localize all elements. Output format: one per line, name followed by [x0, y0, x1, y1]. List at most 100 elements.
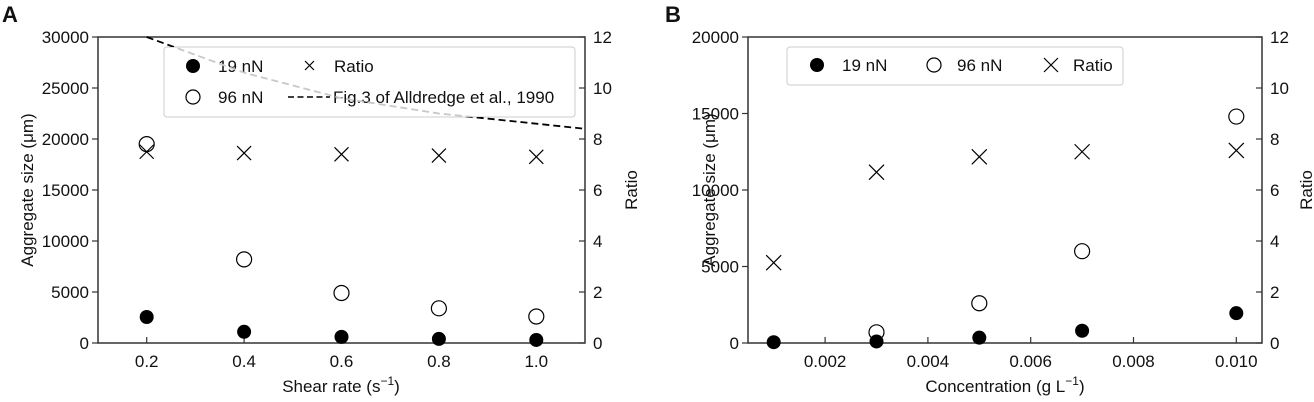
data-point-ratio	[765, 254, 782, 271]
x-tick-label: 0.8	[427, 352, 451, 371]
y-axis-right-b: 0 2 4 6 8 10 12	[1256, 28, 1289, 353]
data-point-19nn	[972, 330, 987, 345]
legend-a: 19 nN Ratio 96 nN Fig.3 of Alldredge et …	[163, 46, 576, 118]
x-axis-label-b: Concentration (g L−1)	[925, 374, 1084, 396]
y2-axis-label-a: Ratio	[622, 170, 641, 210]
data-point-96nn	[868, 324, 885, 341]
data-point-19nn	[766, 335, 781, 350]
data-point-19nn	[431, 331, 446, 346]
y-tick-label: 10000	[42, 232, 89, 251]
data-point-96nn	[1228, 108, 1245, 125]
x-tick-label: 0.6	[330, 352, 354, 371]
x-tick-label: 1.0	[524, 352, 548, 371]
y2-tick-label: 12	[593, 28, 612, 47]
y-axis-left-b: 0 5000 10000 15000 20000	[692, 28, 748, 353]
data-point-ratio	[431, 148, 447, 163]
data-point-96nn	[430, 300, 447, 317]
y2-tick-label: 6	[593, 181, 602, 200]
x-tick-label: 0.010	[1215, 352, 1258, 371]
x-tick-label: 0.004	[907, 352, 950, 371]
y-axis-label-b: Aggregate size (μm)	[700, 113, 719, 266]
data-point-19nn	[529, 332, 544, 347]
y2-tick-label: 0	[1270, 334, 1279, 353]
data-point-19nn	[1229, 306, 1244, 321]
y2-tick-label: 8	[1270, 130, 1279, 149]
x-tick-label: 0.002	[804, 352, 847, 371]
legend-label-alldredge: Fig.3 of Alldredge et al., 1990	[333, 88, 554, 107]
y2-axis-label-b: Ratio	[1297, 170, 1314, 210]
data-point-19nn	[139, 309, 154, 324]
y-tick-label: 5000	[701, 258, 739, 277]
data-point-ratio	[971, 148, 988, 165]
data-point-96nn	[333, 284, 350, 302]
data-point-96nn	[971, 295, 988, 312]
y-tick-label: 30000	[42, 28, 89, 47]
data-point-19nn	[237, 324, 252, 339]
data-point-19nn	[1075, 323, 1090, 338]
data-point-ratio	[139, 144, 155, 160]
y-tick-label: 20000	[42, 130, 89, 149]
x-tick-label: 0.008	[1112, 352, 1155, 371]
y-tick-label: 0	[730, 334, 739, 353]
data-point-ratio	[334, 146, 349, 162]
y-axis-right-a: 0 2 4 6 8 10 12	[579, 28, 612, 353]
data-point-ratio	[528, 149, 544, 165]
filled-circle-icon	[810, 58, 824, 72]
y-axis-left-a: 0 5000 10000 15000 20000 25000 30000	[42, 28, 98, 353]
y-tick-label: 20000	[692, 28, 739, 47]
open-circle-icon	[926, 57, 942, 73]
y-tick-label: 25000	[42, 79, 89, 98]
y2-tick-label: 8	[593, 130, 602, 149]
y2-tick-label: 6	[1270, 181, 1279, 200]
y2-tick-label: 12	[1270, 28, 1289, 47]
x-axis-a: 0.2 0.4 0.6 0.8 1.0	[135, 337, 548, 371]
y-tick-label: 0	[80, 334, 89, 353]
y2-tick-label: 10	[593, 79, 612, 98]
y2-tick-label: 0	[593, 334, 602, 353]
legend-label-96nn: 96 nN	[218, 88, 263, 107]
y2-tick-label: 4	[593, 232, 602, 251]
data-point-96nn	[528, 308, 545, 325]
y-tick-label: 15000	[42, 181, 89, 200]
y-tick-label: 5000	[51, 283, 89, 302]
y-tick-label: 10000	[692, 181, 739, 200]
x-axis-label-a: Shear rate (s−1)	[282, 374, 400, 396]
filled-circle-icon	[186, 59, 200, 73]
x-axis-b: 0.002 0.004 0.006 0.008 0.010	[804, 337, 1258, 371]
y2-tick-label: 10	[1270, 79, 1289, 98]
data-point-ratio	[1074, 143, 1091, 160]
legend-label-ratio: Ratio	[1073, 56, 1113, 75]
x-marker-icon	[304, 60, 315, 71]
legend-label-19nn: 19 nN	[218, 57, 263, 76]
panel-a: A 0 5000 10000 15000 20000 25000 30000 0 2 4 6 8 10…	[2, 2, 641, 396]
x-marker-icon	[1043, 57, 1059, 73]
legend-b: 19 nN 96 nN Ratio	[786, 46, 1124, 86]
data-points-b	[765, 108, 1245, 350]
data-point-96nn	[138, 136, 155, 153]
data-point-96nn	[1073, 243, 1091, 260]
y2-tick-label: 2	[593, 283, 602, 302]
x-tick-label: 0.4	[232, 352, 256, 371]
reference-curve-alldredge-faded	[171, 47, 481, 117]
y2-tick-label: 2	[1270, 283, 1279, 302]
y-tick-label: 15000	[692, 105, 739, 124]
x-tick-label: 0.2	[135, 352, 159, 371]
open-circle-icon	[185, 89, 201, 105]
data-point-19nn	[334, 329, 349, 344]
data-point-96nn	[236, 251, 253, 268]
legend-label-19nn: 19 nN	[842, 56, 887, 75]
y-axis-label-a: Aggregate size (μm)	[18, 113, 37, 266]
data-point-ratio	[868, 164, 885, 181]
data-point-ratio	[236, 145, 252, 161]
legend-label-ratio: Ratio	[334, 57, 374, 76]
panel-letter-a: A	[2, 2, 18, 27]
legend-label-96nn: 96 nN	[957, 56, 1002, 75]
x-tick-label: 0.006	[1009, 352, 1052, 371]
data-point-ratio	[1228, 142, 1245, 159]
data-point-19nn	[869, 334, 884, 349]
panel-letter-b: B	[665, 2, 681, 27]
y2-tick-label: 4	[1270, 232, 1279, 251]
data-points-a	[138, 136, 545, 347]
